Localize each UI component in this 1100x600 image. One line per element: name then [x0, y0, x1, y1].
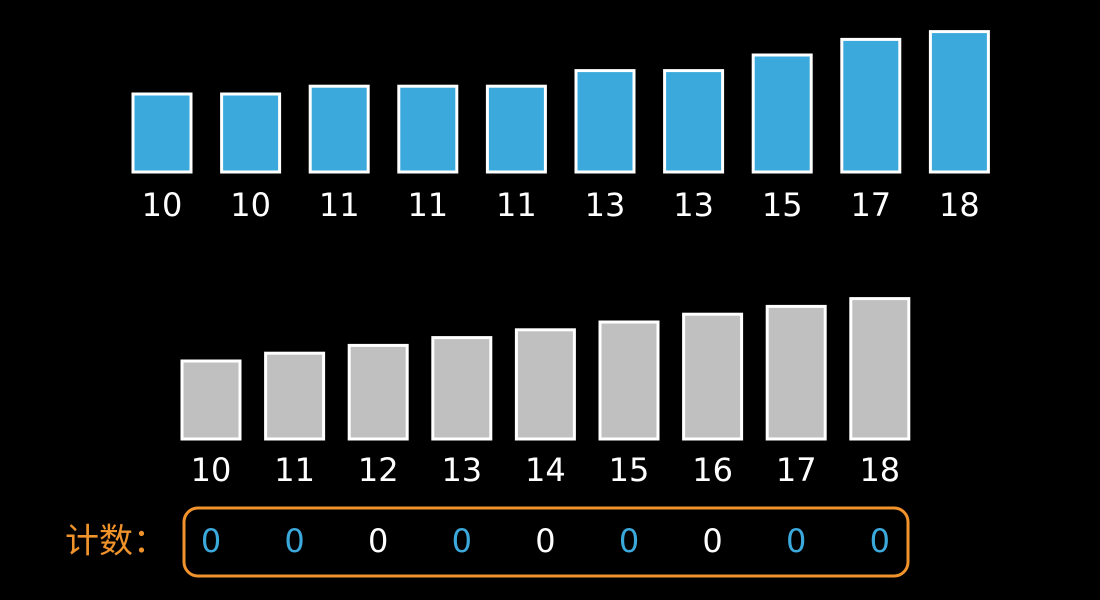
- bar-label: 17: [776, 451, 817, 489]
- bar-label: 18: [859, 451, 900, 489]
- count-value: 0: [702, 522, 722, 560]
- bar-label: 18: [939, 186, 980, 224]
- bar: [180, 359, 242, 441]
- bar: [574, 69, 636, 174]
- bar: [347, 343, 409, 441]
- bar-label: 15: [762, 186, 803, 224]
- count-value: 0: [786, 522, 806, 560]
- bar: [485, 84, 547, 174]
- bar: [849, 297, 911, 441]
- bar-label: 12: [358, 451, 399, 489]
- bar: [598, 320, 660, 441]
- bar: [751, 53, 813, 174]
- bar: [663, 69, 725, 174]
- bar: [397, 84, 459, 174]
- bar-label: 11: [407, 186, 448, 224]
- bar-label: 17: [850, 186, 891, 224]
- count-label: 计数：: [65, 522, 167, 562]
- bar-label: 14: [525, 451, 566, 489]
- count-value: 0: [870, 522, 890, 560]
- bar: [131, 92, 193, 174]
- count-box: [182, 506, 910, 578]
- bar-label: 11: [274, 451, 315, 489]
- bar: [682, 312, 744, 441]
- bar-label: 16: [692, 451, 733, 489]
- bar: [308, 84, 370, 174]
- bar: [928, 30, 990, 174]
- bar: [431, 336, 493, 441]
- bar-label: 11: [319, 186, 360, 224]
- bar: [840, 37, 902, 174]
- bar-label: 10: [191, 451, 232, 489]
- bar: [765, 304, 827, 441]
- count-value: 0: [201, 522, 221, 560]
- bar: [514, 328, 576, 441]
- count-value: 0: [619, 522, 639, 560]
- bar-label: 10: [142, 186, 183, 224]
- bar-label: 11: [496, 186, 537, 224]
- count-value: 0: [452, 522, 472, 560]
- bar-label: 13: [585, 186, 626, 224]
- bar-label: 10: [230, 186, 271, 224]
- bar: [264, 351, 326, 441]
- bar-label: 13: [673, 186, 714, 224]
- bar-label: 15: [609, 451, 650, 489]
- count-value: 0: [284, 522, 304, 560]
- bar-label: 13: [441, 451, 482, 489]
- count-value: 0: [535, 522, 555, 560]
- count-value: 0: [368, 522, 388, 560]
- bar: [220, 92, 282, 174]
